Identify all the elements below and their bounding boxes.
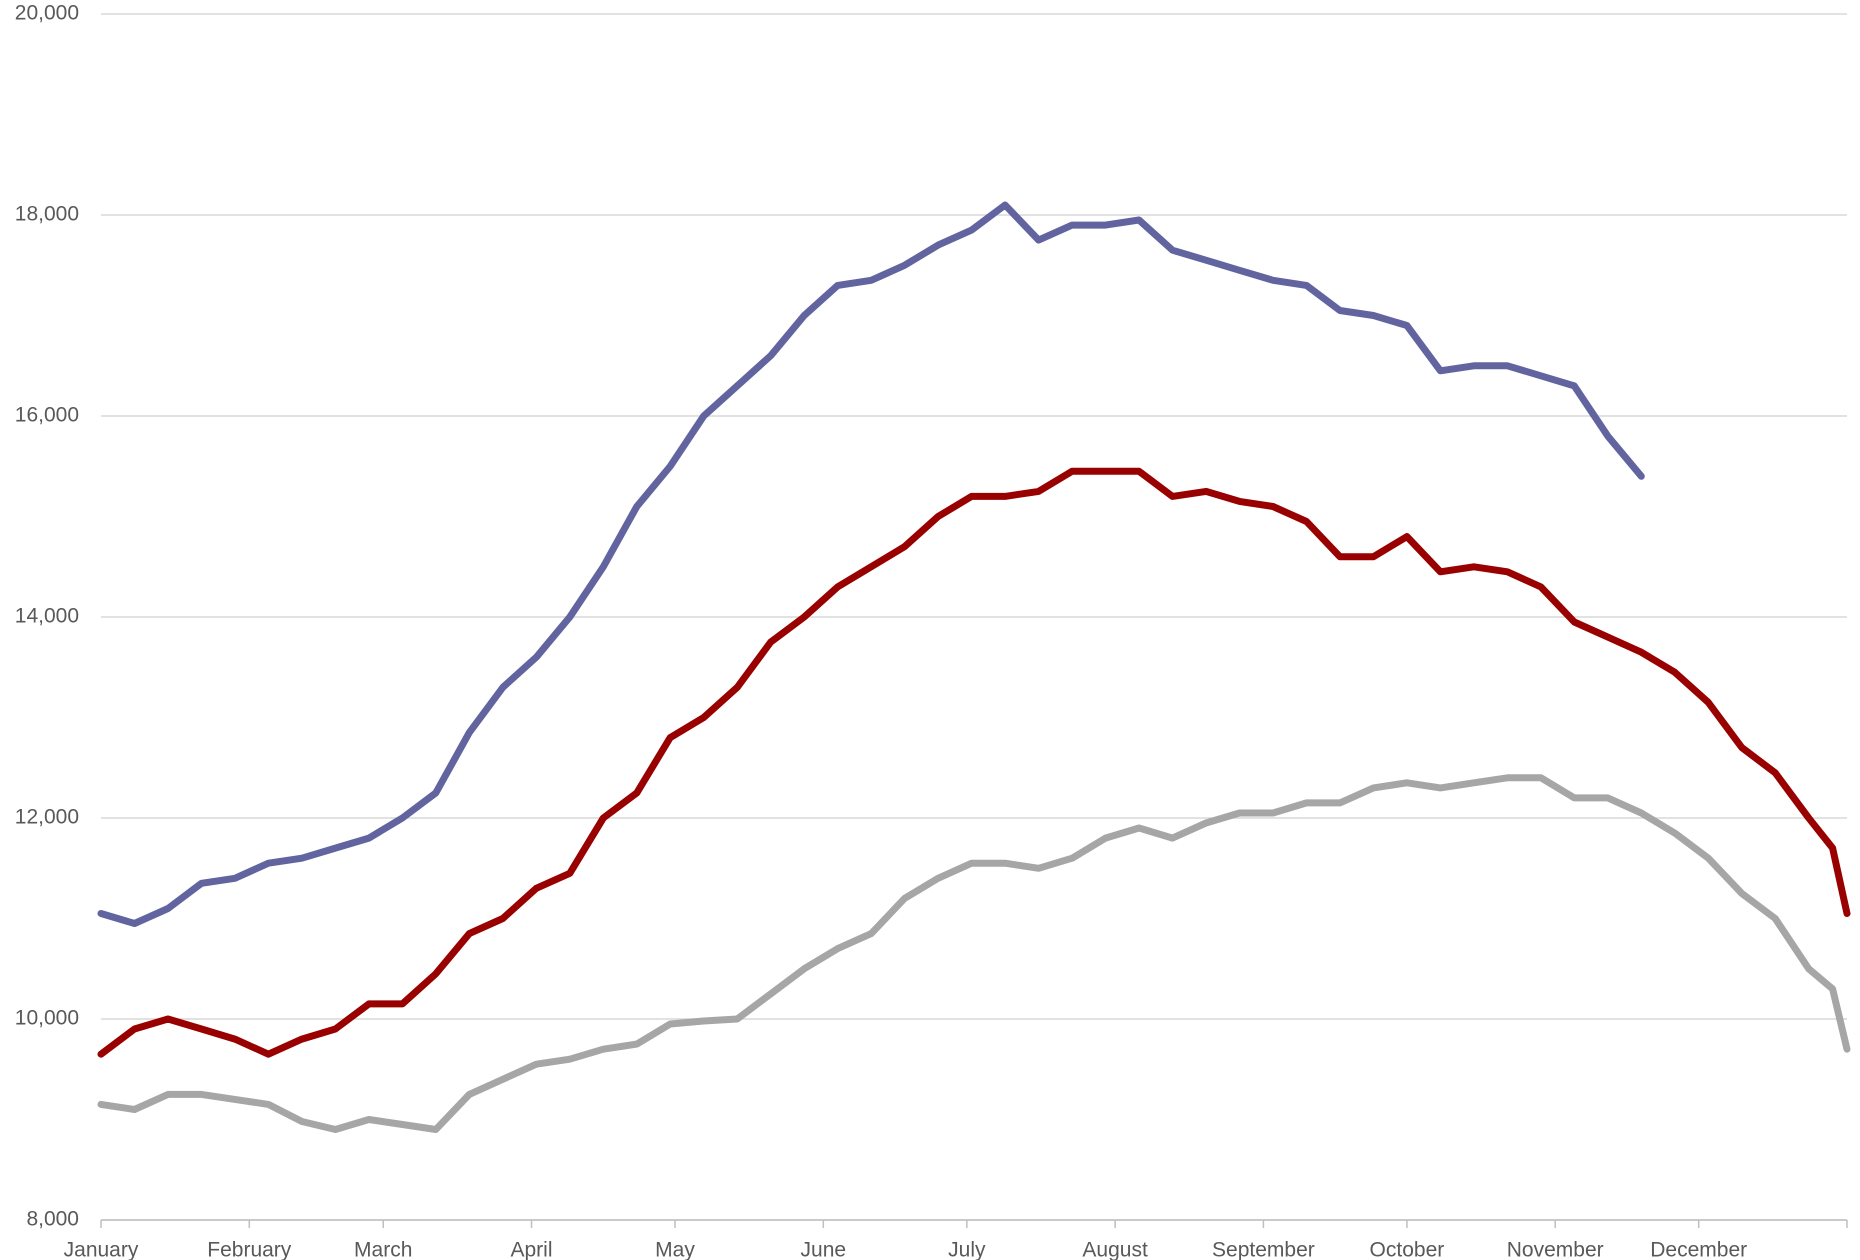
y-tick-label: 10,000 [15,1007,79,1030]
series-line [97,774,1851,1133]
x-tick-label: July [948,1239,986,1260]
y-tick-label: 14,000 [15,605,79,628]
x-tick-label: August [1082,1239,1148,1260]
x-tick-label: December [1650,1239,1747,1260]
y-tick-label: 16,000 [15,404,79,427]
series-line [97,201,1645,927]
x-tick-label: April [511,1239,553,1260]
x-tick-label: September [1212,1239,1315,1260]
x-tick-label: June [801,1239,847,1260]
y-tick-label: 20,000 [15,2,79,25]
y-tick-label: 8,000 [26,1208,79,1231]
x-tick-label: October [1370,1239,1445,1260]
x-tick-label: November [1507,1239,1604,1260]
series-line [97,467,1851,1058]
x-tick-label: January [64,1239,139,1260]
x-tick-label: March [354,1239,412,1260]
y-tick-label: 12,000 [15,806,79,829]
x-tick-label: February [207,1239,292,1260]
x-tick-label: May [655,1239,695,1260]
y-tick-label: 18,000 [15,203,79,226]
